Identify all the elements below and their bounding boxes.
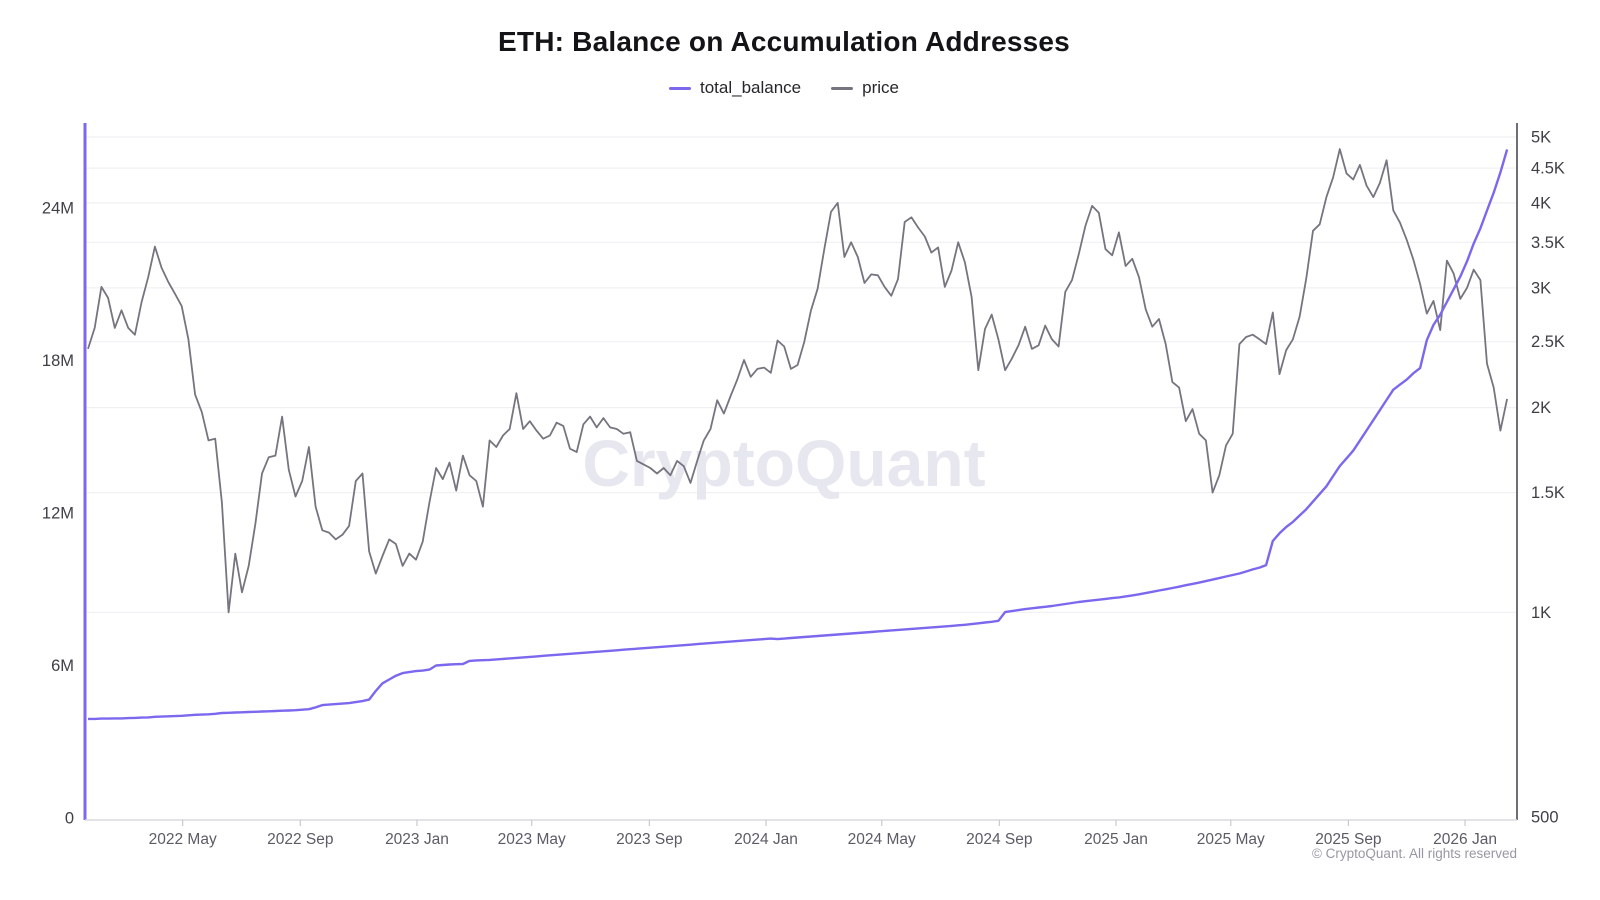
x-tick-label: 2024 Jan (734, 831, 798, 848)
y-right-tick-label: 4.5K (1531, 160, 1565, 178)
x-tick-label: 2023 Sep (616, 831, 682, 848)
y-left-tick-label: 12M (42, 505, 74, 523)
watermark: CryptoQuant (582, 426, 985, 500)
x-tick-label: 2022 Sep (267, 831, 333, 848)
x-tick-label: 2024 Sep (966, 831, 1032, 848)
price-line-icon (831, 86, 854, 90)
y-right-tick-label: 2K (1531, 399, 1551, 417)
x-tick-label: 2024 May (848, 831, 916, 848)
y-right-tick-label: 2.5K (1531, 333, 1565, 351)
chart-title: ETH: Balance on Accumulation Addresses (498, 26, 1070, 57)
x-tick-label: 2026 Jan (1433, 831, 1497, 848)
y-left-tick-label: 6M (51, 657, 74, 675)
y-left-tick-label: 24M (42, 200, 74, 218)
legend-label-total-balance: total_balance (700, 78, 802, 97)
x-tick-label: 2025 May (1197, 831, 1265, 848)
x-tick-label: 2022 May (149, 831, 217, 848)
y-right-tick-label: 1K (1531, 604, 1551, 622)
price-line[interactable] (87, 148, 1508, 614)
y-right-tick-label: 5K (1531, 129, 1551, 147)
legend-label-price: price (862, 78, 899, 97)
y-right-tick-label: 3.5K (1531, 234, 1565, 252)
y-right-tick-label: 4K (1531, 194, 1551, 212)
legend-item-total-balance[interactable]: total_balance (669, 78, 801, 98)
copyright-notice: © CryptoQuant. All rights reserved (1311, 846, 1517, 861)
x-tick-label: 2025 Sep (1315, 831, 1381, 848)
x-tick-label: 2023 Jan (385, 831, 449, 848)
y-left-tick-label: 0 (65, 810, 74, 828)
x-tick-label: 2023 May (498, 831, 566, 848)
y-right-tick-label: 1.5K (1531, 484, 1565, 502)
y-right-tick-label: 3K (1531, 279, 1551, 297)
x-tick-label: 2025 Jan (1084, 831, 1148, 848)
y-left-tick-label: 18M (42, 352, 74, 370)
chart-legend: total_balance price (0, 78, 1568, 98)
legend-item-price[interactable]: price (831, 78, 899, 98)
total-balance-line[interactable] (88, 149, 1509, 721)
total-balance-line-icon (669, 86, 691, 90)
gridlines (87, 136, 1516, 613)
y-right-tick-label: 500 (1531, 809, 1559, 827)
